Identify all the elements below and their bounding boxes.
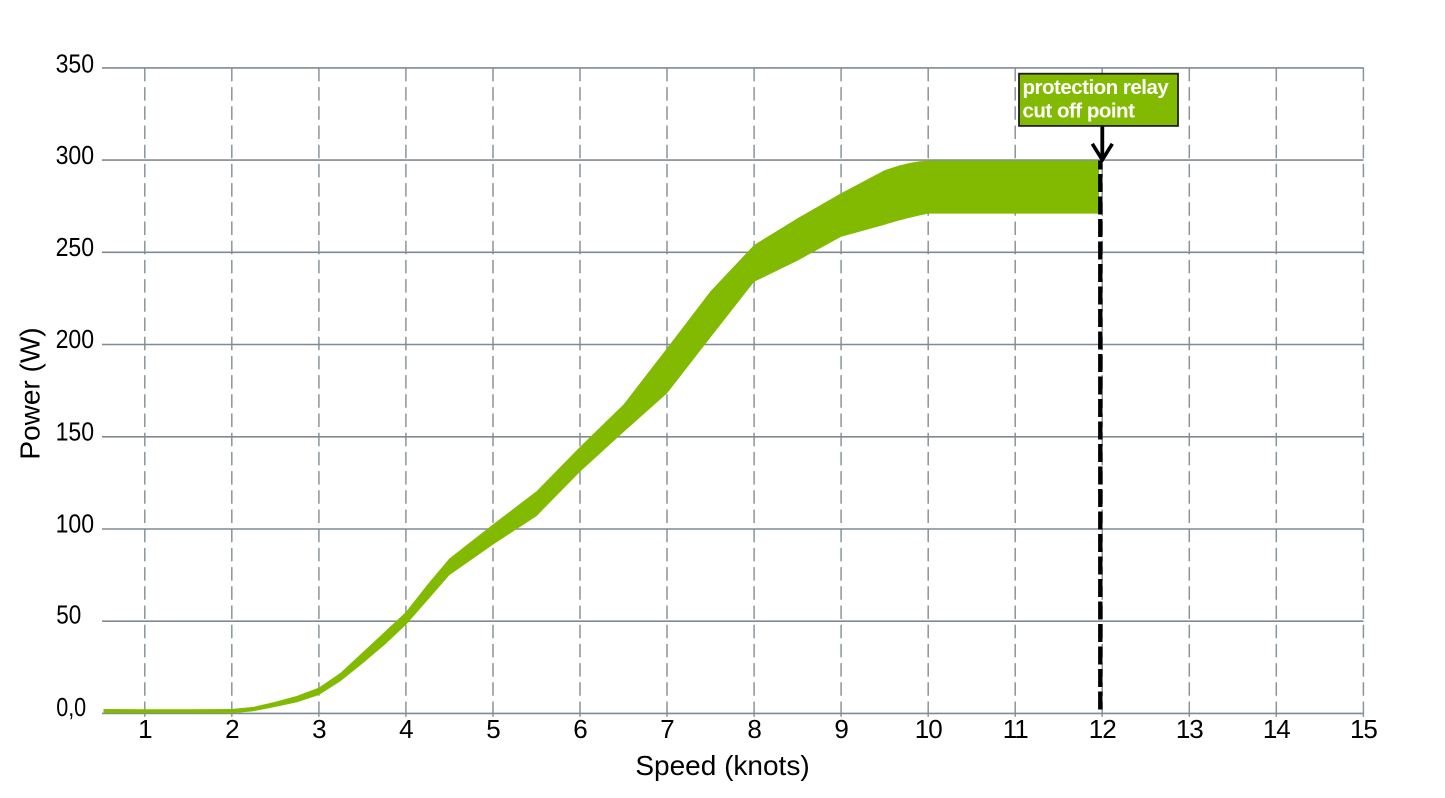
- svg-text:14: 14: [1263, 714, 1290, 744]
- svg-text:7: 7: [660, 714, 674, 744]
- svg-text:1: 1: [138, 714, 152, 744]
- svg-text:2: 2: [225, 714, 239, 744]
- svg-text:4: 4: [399, 714, 413, 744]
- svg-text:8: 8: [747, 714, 761, 744]
- svg-text:300: 300: [56, 140, 95, 170]
- svg-text:10: 10: [915, 714, 942, 744]
- svg-text:11: 11: [1003, 714, 1029, 744]
- svg-text:5: 5: [486, 714, 500, 744]
- svg-text:3: 3: [312, 714, 326, 744]
- svg-text:protection relay: protection relay: [1023, 76, 1170, 99]
- svg-text:12: 12: [1089, 714, 1116, 744]
- svg-text:13: 13: [1176, 714, 1203, 744]
- svg-text:0,0: 0,0: [56, 692, 86, 722]
- svg-text:Power (W): Power (W): [15, 327, 46, 459]
- svg-text:6: 6: [573, 714, 587, 744]
- svg-text:200: 200: [56, 324, 95, 354]
- svg-text:100: 100: [56, 509, 95, 539]
- svg-text:15: 15: [1350, 714, 1377, 744]
- svg-text:cut off point: cut off point: [1023, 100, 1136, 123]
- svg-text:9: 9: [834, 714, 848, 744]
- svg-text:50: 50: [56, 599, 81, 629]
- svg-text:250: 250: [56, 232, 95, 262]
- svg-text:150: 150: [56, 417, 95, 447]
- svg-text:Speed (knots): Speed (knots): [635, 750, 809, 781]
- svg-text:350: 350: [56, 48, 95, 78]
